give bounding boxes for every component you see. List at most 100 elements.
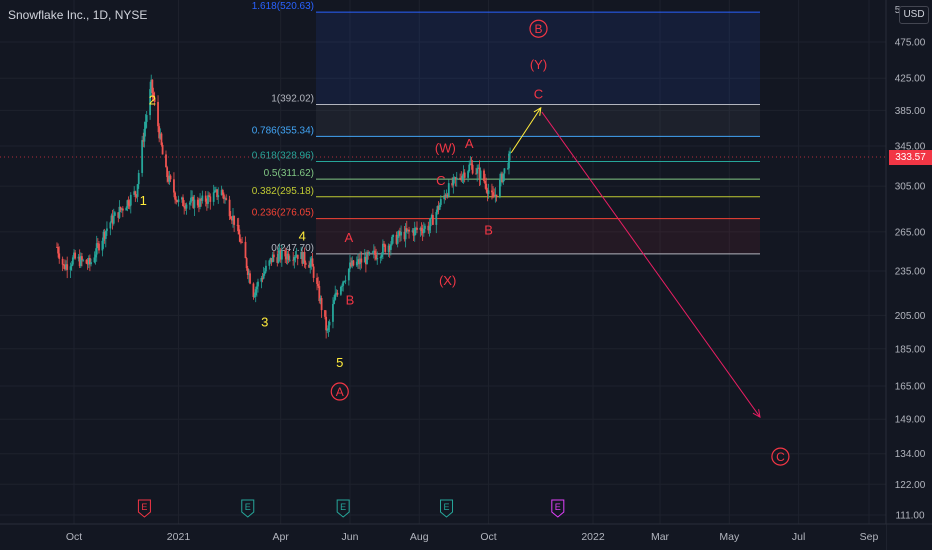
candle-body <box>312 266 315 278</box>
candle-body <box>462 172 465 176</box>
earnings-marker[interactable] <box>440 499 454 518</box>
candle-body <box>357 259 359 262</box>
candle-body <box>459 177 462 179</box>
candle-body <box>180 197 183 200</box>
candle-body <box>58 253 61 259</box>
candle-body <box>61 258 64 265</box>
candle-body <box>428 226 431 231</box>
candle-body <box>249 273 251 284</box>
candle-body <box>119 206 122 210</box>
candle-body <box>509 151 512 154</box>
candle-body <box>498 178 501 197</box>
fib-zone-1618 <box>316 12 760 105</box>
price-axis-tick-label: 425.00 <box>895 74 926 85</box>
candle-body <box>261 277 264 279</box>
candle-body <box>280 250 283 260</box>
candle-body <box>225 198 228 200</box>
earnings-marker[interactable] <box>241 499 255 518</box>
candle-body <box>383 243 385 245</box>
candle-body <box>335 292 338 294</box>
candle-body <box>257 281 259 287</box>
candle-body <box>149 89 151 116</box>
candle-body <box>229 216 232 219</box>
candle-body <box>144 121 147 129</box>
candle-body <box>176 200 179 202</box>
candle-body <box>359 258 362 265</box>
candle-body <box>212 192 215 202</box>
candle-body <box>205 201 208 204</box>
candle-body <box>446 194 449 197</box>
candle-body <box>424 225 426 229</box>
candle-body <box>366 252 368 265</box>
wave-label: 5 <box>336 355 343 370</box>
candle-body <box>422 228 425 234</box>
candle-body <box>334 293 337 300</box>
candle-body <box>66 264 69 270</box>
earnings-marker[interactable] <box>551 499 565 518</box>
candle-body <box>476 168 479 174</box>
candle-body <box>296 254 299 259</box>
candle-body <box>182 197 184 207</box>
fib-level-label: 0.382(295.18) <box>252 186 314 197</box>
candle-body <box>327 325 330 331</box>
candle-body <box>153 97 156 102</box>
earnings-marker[interactable] <box>137 499 151 518</box>
price-axis-tick-label: 385.00 <box>895 106 926 117</box>
time-axis-tick-label: 2022 <box>581 531 605 543</box>
candle-body <box>343 281 346 283</box>
candle-body <box>328 321 331 326</box>
candle-body <box>134 191 137 195</box>
candle-body <box>238 234 241 242</box>
candle-body <box>159 133 162 139</box>
candle-body <box>56 246 58 248</box>
candle-body <box>93 257 96 263</box>
candle-body <box>414 227 417 229</box>
candle-body <box>420 227 423 232</box>
candle-body <box>477 167 480 169</box>
price-axis-tick-label: 305.00 <box>895 182 926 193</box>
candle-body <box>341 285 343 287</box>
candle-body <box>336 292 339 295</box>
candle-body <box>254 289 257 296</box>
candle-body <box>158 126 161 139</box>
candle-body <box>493 196 496 198</box>
time-axis[interactable] <box>0 524 886 550</box>
currency-selector[interactable]: USD <box>899 6 929 24</box>
price-axis-tick-label: 345.00 <box>895 142 926 153</box>
price-axis[interactable] <box>886 0 932 550</box>
candle-body <box>221 190 224 195</box>
candle-body <box>301 252 304 264</box>
candle-body <box>494 194 497 198</box>
candle-body <box>363 256 366 263</box>
last-price-tag: 333.57 <box>889 150 932 165</box>
wave-label: 2 <box>149 92 156 107</box>
time-axis-tick-label: 2021 <box>167 531 191 543</box>
candle-body <box>376 258 379 260</box>
candle-body <box>201 195 204 201</box>
wave-label: C <box>436 173 445 188</box>
candle-body <box>208 195 211 197</box>
candle-body <box>412 230 415 236</box>
candle-body <box>213 190 216 193</box>
candle-body <box>452 177 455 186</box>
candle-body <box>285 256 288 260</box>
candle-body <box>419 227 422 230</box>
candle-body <box>460 178 463 181</box>
candle-body <box>475 173 477 175</box>
candle-body <box>421 231 424 234</box>
candle-body <box>503 168 506 174</box>
wave-label: (X) <box>439 273 456 288</box>
candle-body <box>145 115 148 122</box>
candle-body <box>438 204 441 210</box>
earnings-marker[interactable] <box>336 499 350 518</box>
wave-label: 4 <box>299 229 306 244</box>
candle-body <box>485 183 488 190</box>
candle-body <box>344 280 347 282</box>
candle-body <box>324 310 326 317</box>
candle-body <box>399 231 401 236</box>
wave-label: 3 <box>261 315 268 330</box>
candle-body <box>263 271 266 274</box>
candle-body <box>389 244 392 250</box>
